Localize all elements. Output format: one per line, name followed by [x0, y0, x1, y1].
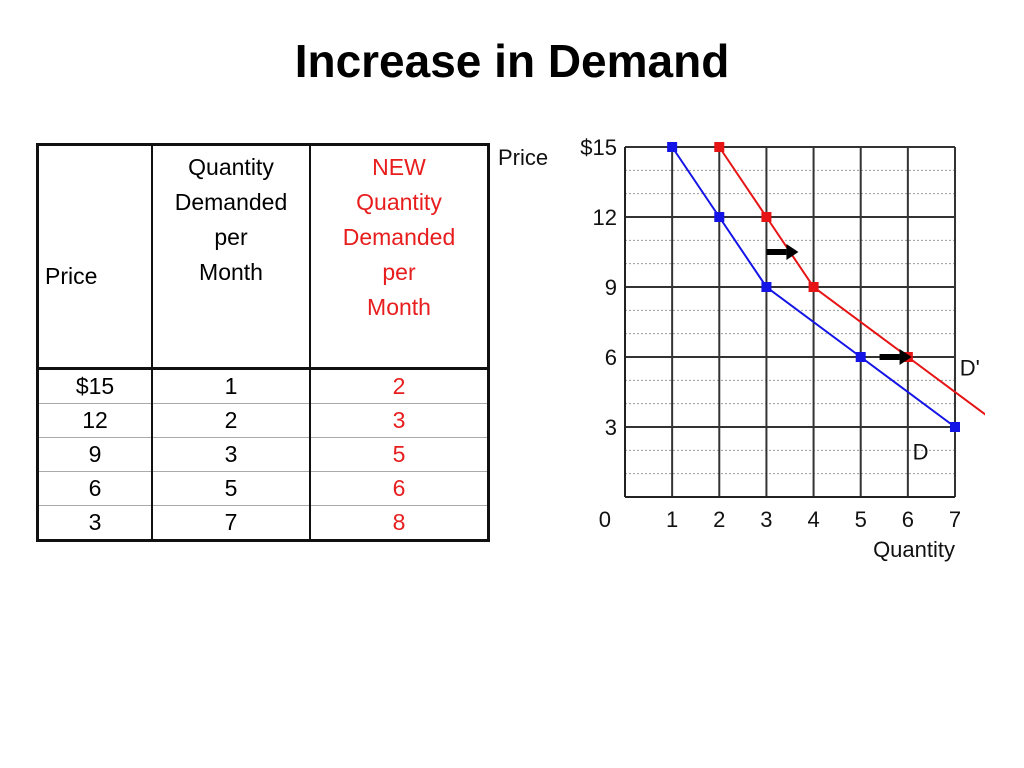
quantity-cell: 3 — [151, 437, 310, 472]
series-point — [714, 212, 725, 222]
header-line: Price — [45, 263, 98, 289]
arrow-head — [786, 244, 799, 260]
x-tick-label: 6 — [902, 507, 914, 532]
header-price: Price — [37, 144, 152, 370]
series-label: D' — [960, 356, 980, 381]
y-tick-label: $15 — [580, 135, 617, 160]
x-tick-label: 5 — [855, 507, 867, 532]
y-tick-label: 12 — [593, 205, 617, 230]
header-line: per — [382, 259, 416, 285]
x-tick-label: 1 — [666, 507, 678, 532]
series-point — [808, 282, 819, 292]
header-line: Quantity — [188, 154, 274, 180]
new-quantity-cell: 5 — [309, 437, 489, 472]
quantity-cell: 7 — [151, 505, 310, 541]
table-row: $15 1 2 — [38, 368, 489, 404]
shift-arrow — [879, 349, 912, 365]
series-point — [855, 352, 866, 362]
arrow-shaft — [879, 354, 900, 360]
price-cell: 12 — [37, 403, 152, 438]
quantity-cell: 1 — [151, 368, 310, 404]
series-point — [761, 212, 772, 222]
demand-schedule-table: Price Quantity Demanded per Month NEW Qu… — [36, 143, 490, 542]
price-cell: 3 — [37, 505, 152, 541]
x-tick-label: 2 — [713, 507, 725, 532]
x-axis-label: Quantity — [873, 537, 955, 562]
header-new-quantity-demanded: NEW Quantity Demanded per Month — [309, 144, 489, 370]
header-line: NEW — [372, 154, 426, 180]
table-row: 9 3 5 — [37, 437, 489, 472]
new-quantity-cell: 6 — [309, 471, 489, 506]
y-axis-label: Price — [498, 145, 548, 170]
x-tick-label: 7 — [949, 507, 961, 532]
table-row: 6 5 6 — [37, 471, 489, 506]
origin-label: 0 — [599, 507, 611, 532]
header-line: Quantity — [356, 189, 442, 215]
header-line: per — [214, 224, 248, 250]
arrow-shaft — [766, 249, 787, 255]
price-cell: 6 — [37, 471, 152, 506]
table-header-row: Price Quantity Demanded per Month NEW Qu… — [37, 144, 489, 370]
table-row: 3 7 8 — [37, 505, 489, 541]
price-cell: 9 — [37, 437, 152, 472]
y-tick-label: 3 — [605, 415, 617, 440]
series-point — [714, 142, 725, 152]
new-quantity-cell: 2 — [309, 368, 489, 404]
header-line: Demanded — [342, 224, 456, 250]
quantity-cell: 5 — [151, 471, 310, 506]
x-tick-label: 4 — [807, 507, 819, 532]
price-cell: $15 — [75, 373, 115, 399]
quantity-cell: 2 — [151, 403, 310, 438]
header-line: Demanded — [174, 189, 288, 215]
series-label: D — [913, 440, 929, 465]
slide-title: Increase in Demand — [294, 35, 730, 87]
x-tick-label: 3 — [760, 507, 772, 532]
series-point — [761, 282, 772, 292]
y-tick-label: 9 — [605, 275, 617, 300]
y-tick-label: 6 — [605, 345, 617, 370]
header-line: Month — [199, 259, 263, 285]
series-point — [667, 142, 678, 152]
arrow-head — [899, 349, 912, 365]
table-row: 12 2 3 — [37, 403, 489, 438]
series-point — [950, 422, 960, 432]
new-quantity-cell: 8 — [309, 505, 489, 541]
shift-arrow — [766, 244, 799, 260]
header-quantity-demanded: Quantity Demanded per Month — [151, 144, 310, 370]
new-quantity-cell: 3 — [309, 403, 489, 438]
header-line: Month — [367, 294, 431, 320]
